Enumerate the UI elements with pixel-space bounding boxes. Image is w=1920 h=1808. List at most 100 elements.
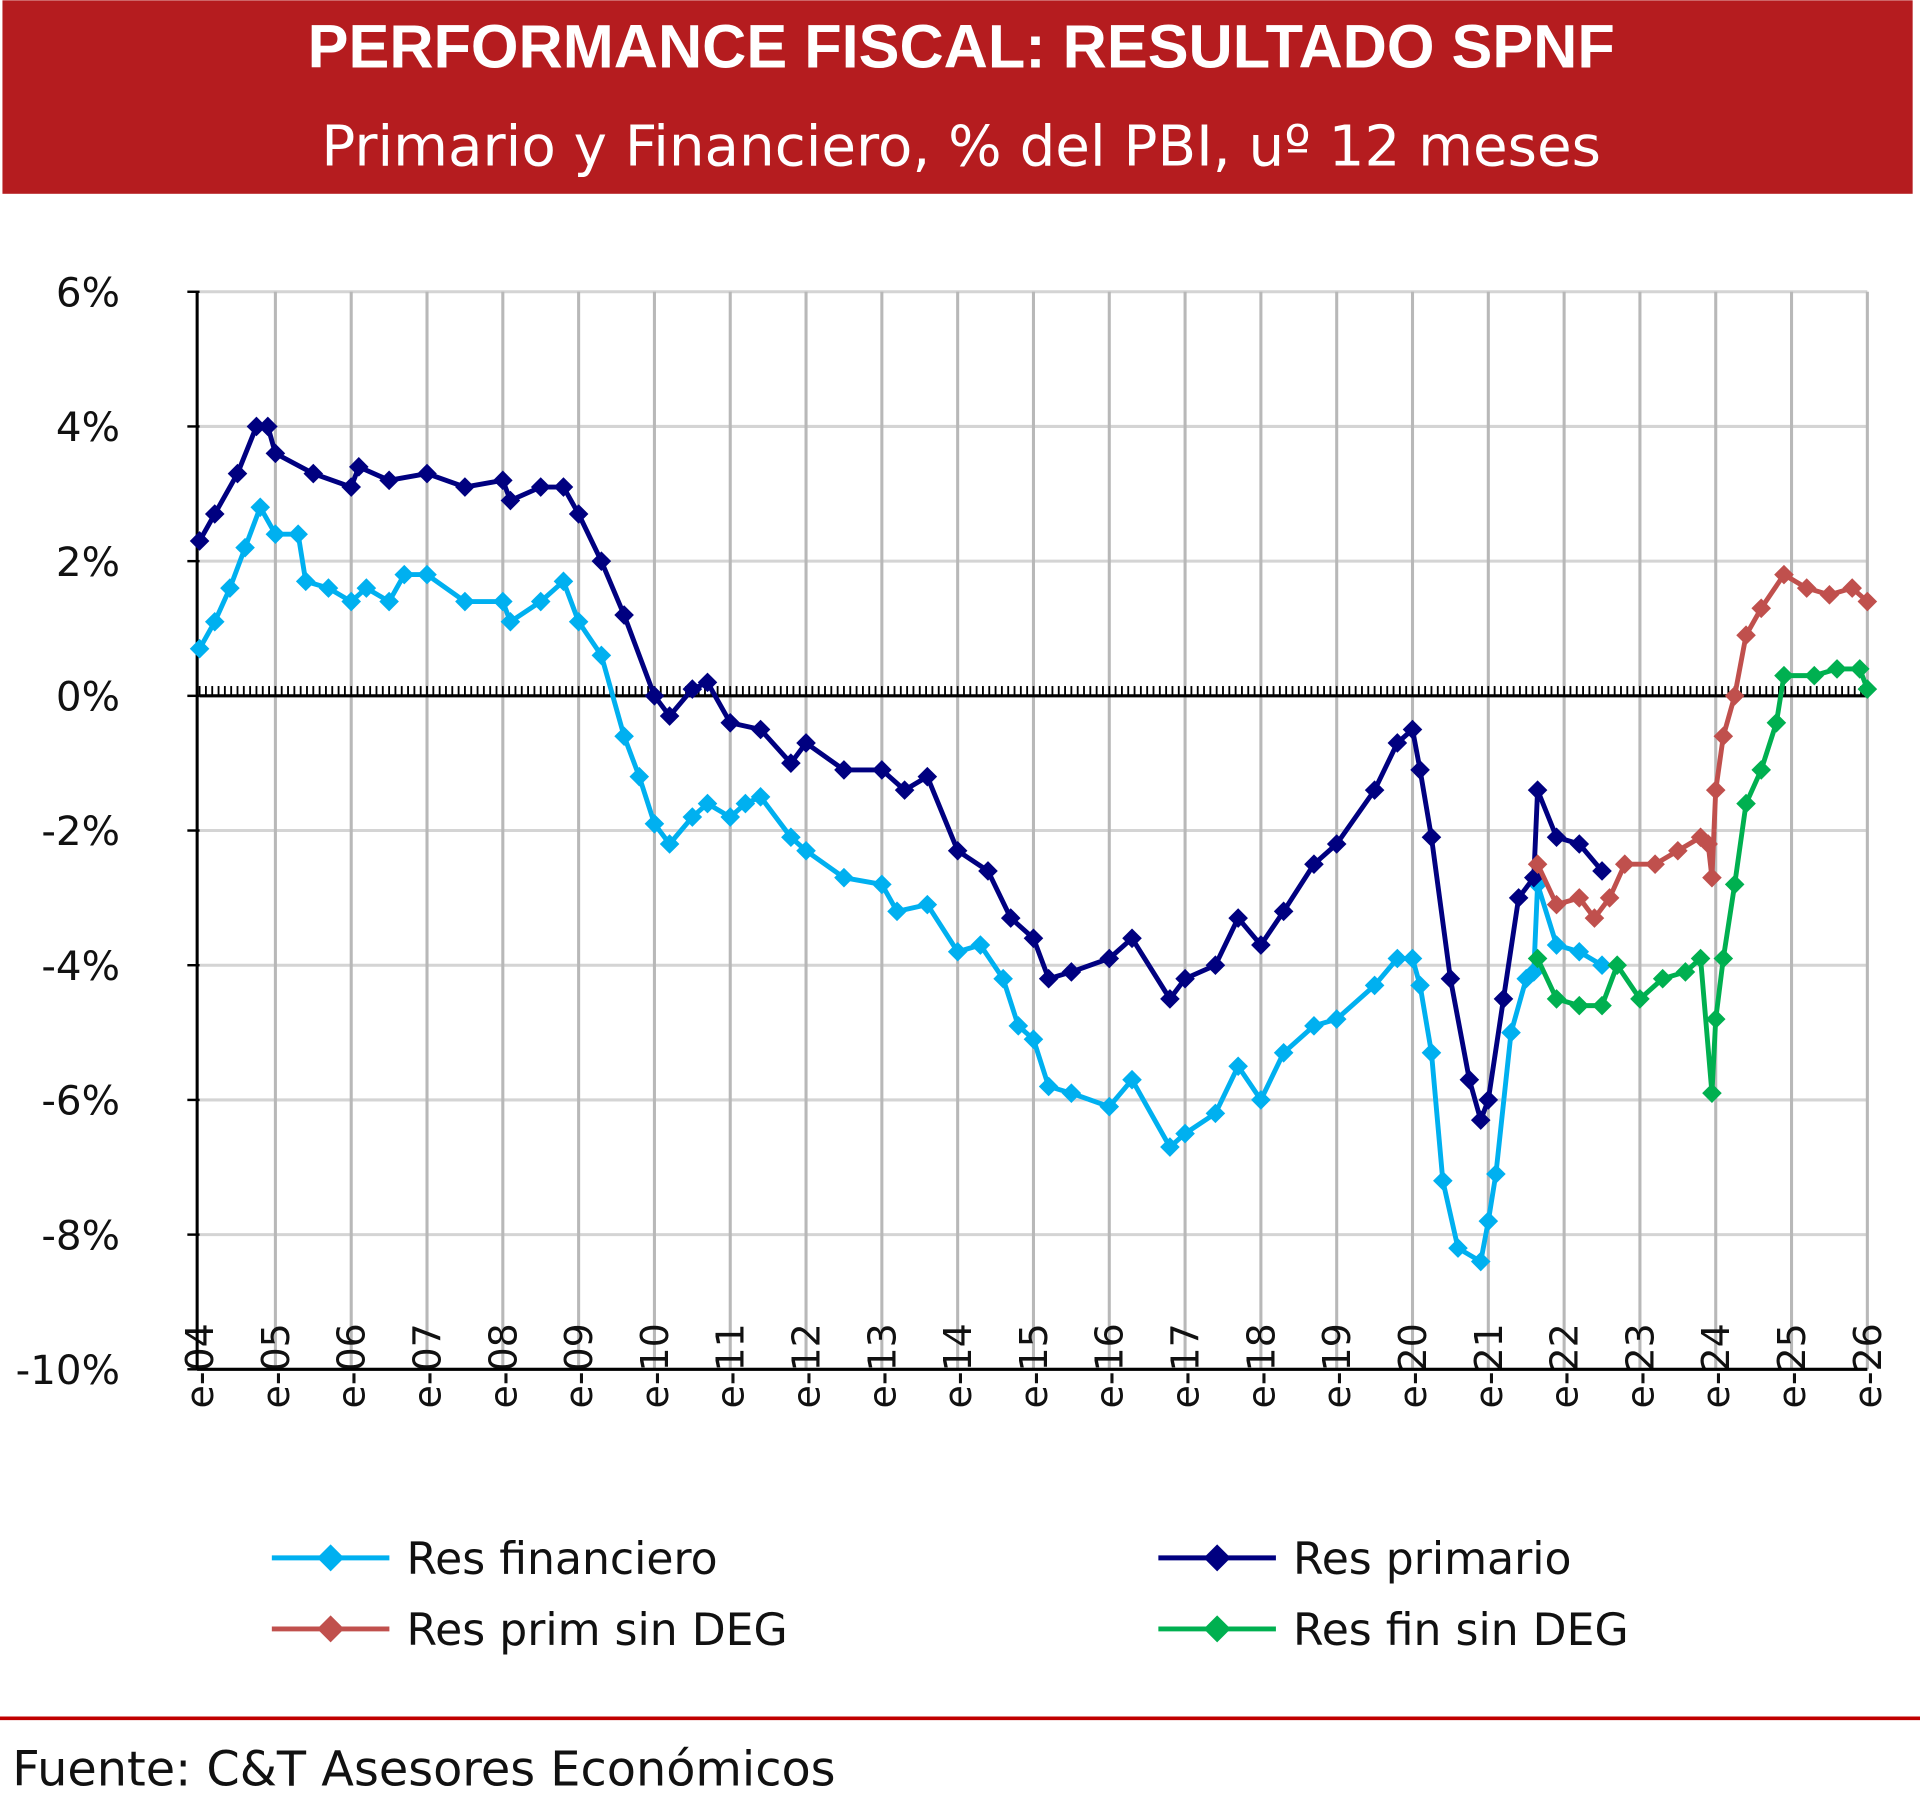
point-res-primario (204, 504, 225, 524)
point-res-financiero (455, 591, 475, 612)
series-res-fin-sin-deg (1527, 659, 1878, 1103)
point-res-prim-sin-deg (1584, 908, 1605, 928)
point-res-financiero (1433, 1170, 1453, 1191)
point-res-financiero (341, 591, 362, 612)
y-tick-label: -4% (41, 942, 120, 990)
point-res-primario (530, 477, 551, 497)
point-res-primario (1251, 935, 1271, 955)
point-res-financiero (394, 564, 415, 585)
point-res-financiero (796, 840, 816, 861)
point-res-primario (644, 686, 665, 706)
point-res-fin-sin-deg (1546, 989, 1567, 1009)
point-res-primario (341, 477, 362, 497)
point-res-prim-sin-deg (1527, 854, 1548, 874)
point-res-primario (265, 443, 286, 464)
point-res-fin-sin-deg (1702, 1083, 1722, 1103)
header-banner (2, 0, 1913, 194)
point-res-primario (1023, 928, 1044, 949)
point-res-primario (796, 733, 816, 753)
point-res-fin-sin-deg (1766, 712, 1787, 733)
point-res-primario (1061, 962, 1082, 982)
legend-marker-res-financiero (317, 1544, 345, 1572)
point-res-prim-sin-deg (1713, 726, 1734, 747)
point-res-primario (834, 760, 854, 780)
point-res-financiero (1175, 1123, 1195, 1144)
point-res-primario (697, 672, 718, 693)
point-res-financiero (1228, 1056, 1248, 1077)
y-tick-label: -8% (41, 1211, 120, 1259)
x-tick-label: e-16 (1088, 1323, 1132, 1408)
point-res-financiero (887, 901, 907, 922)
point-res-financiero (1592, 955, 1612, 976)
point-res-primario (1304, 854, 1324, 874)
x-tick-label: e-22 (1543, 1323, 1587, 1408)
x-tick-label: e-06 (330, 1323, 374, 1408)
legend-label: Res primario (1293, 1534, 1571, 1585)
point-res-primario (1470, 1110, 1491, 1130)
point-res-fin-sin-deg (1849, 659, 1870, 679)
point-res-financiero (750, 787, 771, 807)
point-res-financiero (591, 645, 612, 666)
point-res-primario (1592, 861, 1612, 881)
point-res-financiero (189, 638, 210, 659)
point-res-financiero (1273, 1042, 1294, 1063)
series-res-primario (189, 416, 1612, 1130)
point-res-fin-sin-deg (1804, 665, 1825, 686)
y-tick-label: -2% (41, 807, 120, 855)
point-res-financiero (1023, 1029, 1044, 1050)
legend-marker-res-fin-sin-deg (1203, 1615, 1231, 1643)
x-tick-label: e-12 (785, 1323, 829, 1408)
x-tick-label: e-07 (405, 1323, 449, 1408)
point-res-primario (1228, 908, 1248, 928)
point-res-fin-sin-deg (1736, 793, 1756, 814)
point-res-financiero (735, 793, 756, 814)
point-res-primario (1205, 955, 1226, 976)
point-res-primario (246, 416, 267, 437)
point-res-primario (1493, 989, 1514, 1009)
legend-label: Res fin sin DEG (1293, 1605, 1629, 1656)
point-res-financiero (993, 968, 1013, 989)
point-res-financiero (1364, 975, 1385, 996)
y-tick-label: 0% (56, 673, 120, 721)
point-res-financiero (629, 766, 650, 787)
x-tick-label: e-23 (1618, 1323, 1662, 1408)
point-res-primario (417, 463, 437, 484)
line-res-fin-sin-deg (1535, 666, 1870, 1096)
point-res-financiero (1501, 1022, 1521, 1043)
x-tick-label: e-18 (1239, 1323, 1283, 1408)
x-tick-label: e-25 (1770, 1323, 1814, 1408)
legend-item-res-primario: Res primario (1158, 1534, 1571, 1585)
y-tick-label: 4% (56, 403, 120, 451)
point-res-primario (1478, 1090, 1499, 1110)
line-res-primario (197, 424, 1604, 1123)
point-res-financiero (614, 726, 634, 747)
point-res-primario (493, 470, 513, 491)
point-res-primario (1387, 733, 1408, 753)
point-res-fin-sin-deg (1751, 760, 1772, 780)
legend-marker-res-prim-sin-deg (317, 1615, 345, 1643)
point-res-fin-sin-deg (1652, 968, 1673, 989)
series-res-financiero (189, 497, 1612, 1272)
point-res-financiero (417, 564, 437, 585)
y-tick-label: 2% (56, 538, 120, 586)
x-tick-label: e-09 (557, 1323, 601, 1408)
point-res-primario (591, 551, 612, 571)
x-tick-label: e-14 (936, 1323, 980, 1408)
point-res-financiero (379, 591, 399, 612)
y-tick-label: -10% (16, 1346, 120, 1394)
x-tick-label: e-20 (1391, 1323, 1435, 1408)
point-res-financiero (720, 807, 741, 827)
point-res-primario (1038, 968, 1059, 989)
point-res-fin-sin-deg (1774, 665, 1794, 686)
point-res-fin-sin-deg (1857, 679, 1878, 699)
point-res-financiero (1470, 1251, 1491, 1272)
point-res-primario (227, 463, 248, 484)
point-res-primario (1546, 827, 1567, 848)
point-res-financiero (644, 814, 665, 834)
axes: 6% 4% 2% 0% -2% -4% -6% -8% -10% e-04 e-05 e-06 e-07… (16, 268, 1890, 1408)
x-tick-label: e-04 (178, 1323, 222, 1408)
y-tick-label: 6% (56, 268, 120, 316)
point-res-primario (659, 706, 680, 726)
point-res-prim-sin-deg (1702, 867, 1722, 888)
